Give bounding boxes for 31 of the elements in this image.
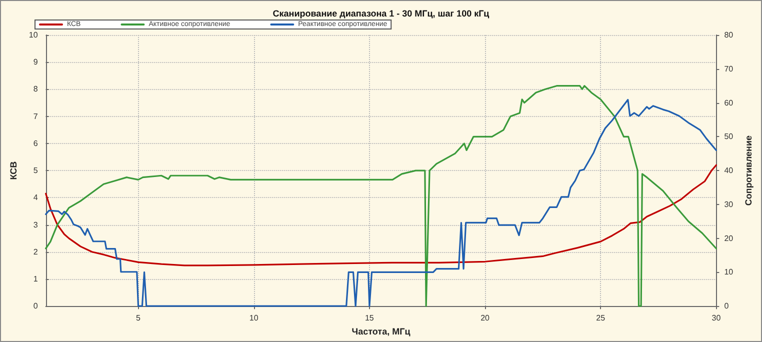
x-tick-label: 30 — [712, 314, 722, 323]
y2-tick-label: 50 — [724, 132, 734, 142]
y2-tick-label: 80 — [724, 30, 734, 40]
x-tick-label: 15 — [364, 314, 374, 323]
y-tick-label: 9 — [33, 58, 38, 67]
y-tick-label: 2 — [33, 247, 38, 256]
y-tick-label: 3 — [33, 220, 38, 230]
y2-axis-title: Сопротивление — [744, 135, 754, 206]
y-tick-label: 10 — [28, 30, 38, 40]
x-axis-title: Частота, МГц — [352, 326, 411, 336]
y-tick-label: 8 — [33, 84, 38, 94]
y2-tick-label: 60 — [724, 98, 734, 108]
y-tick-label: 4 — [33, 193, 38, 202]
y-tick-label: 5 — [33, 166, 38, 176]
x-tick-label: 25 — [596, 314, 606, 323]
y2-tick-label: 20 — [724, 234, 734, 243]
y2-tick-label: 70 — [724, 64, 734, 74]
chart-title: Сканирование диапазона 1 - 30 МГц, шаг 100 кГц — [272, 8, 490, 18]
y2-tick-label: 30 — [724, 200, 734, 209]
y2-tick-label: 40 — [724, 166, 734, 176]
x-tick-label: 10 — [249, 314, 259, 323]
y-tick-label: 7 — [33, 112, 38, 121]
y-tick-label: 0 — [33, 302, 38, 311]
y-tick-label: 6 — [33, 138, 38, 148]
y2-tick-label: 10 — [724, 268, 734, 277]
y-axis-title: КСВ — [8, 160, 18, 180]
line-series — [45, 164, 717, 266]
x-tick-label: 5 — [136, 314, 142, 323]
y2-tick-label: 0 — [724, 302, 730, 311]
x-tick-label: 20 — [480, 314, 490, 323]
y-tick-label: 1 — [33, 274, 38, 284]
